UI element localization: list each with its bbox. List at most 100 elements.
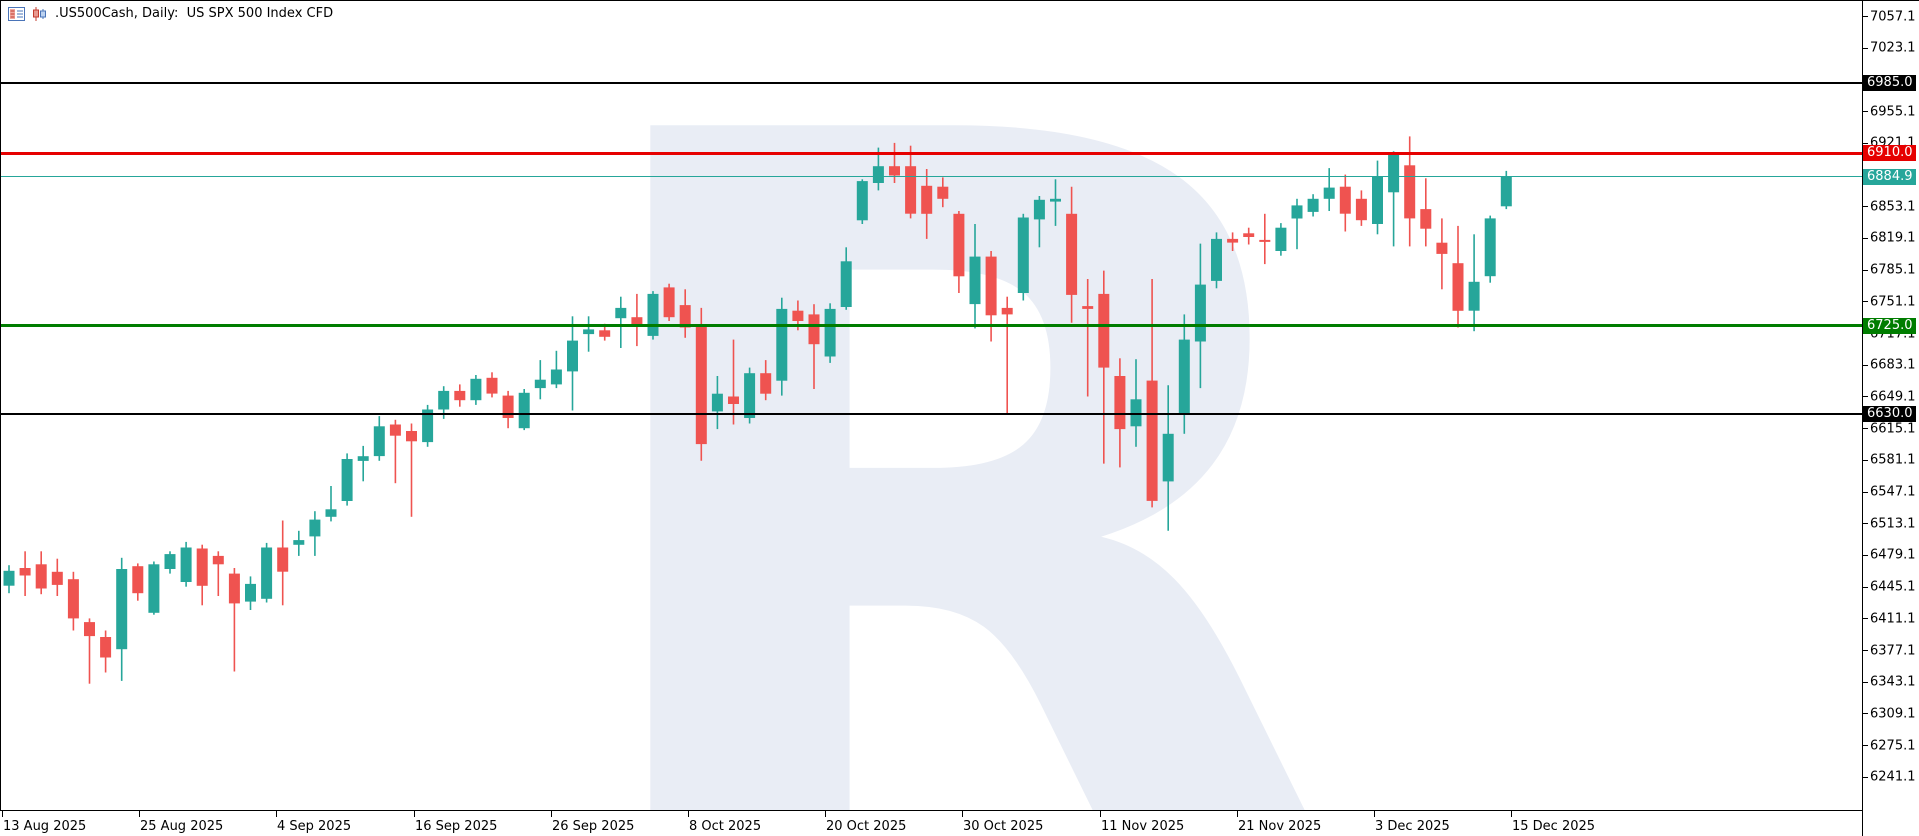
price-tick-label: 6615.1: [1870, 421, 1916, 437]
price-tick-label: 6683.1: [1870, 357, 1916, 373]
candle: [550, 350, 562, 389]
candle: [872, 147, 884, 191]
date-tick-mark: [1374, 811, 1375, 817]
price-tick-label: 6785.1: [1870, 262, 1916, 278]
candle: [1275, 223, 1287, 256]
price-tick-mark: [1863, 16, 1868, 17]
price-tick-label: 6955.1: [1870, 104, 1916, 120]
candle: [422, 404, 434, 447]
price-tick-label: 6649.1: [1870, 389, 1916, 405]
price-level-line-6630.0[interactable]: [1, 413, 1862, 416]
date-tick-label: 13 Aug 2025: [3, 819, 87, 834]
candle: [969, 224, 981, 329]
candle: [196, 544, 208, 606]
candle: [760, 360, 772, 401]
candle: [856, 179, 868, 224]
candle: [1468, 234, 1480, 332]
price-tick-mark: [1863, 554, 1868, 556]
candle: [1082, 279, 1094, 397]
candle: [1259, 213, 1271, 265]
candle: [132, 563, 144, 601]
price-tick-mark: [1863, 650, 1868, 651]
candle: [776, 297, 788, 396]
date-tick-label: 30 Oct 2025: [963, 819, 1044, 834]
price-badge: 6985.0: [1863, 75, 1916, 92]
candle: [1066, 186, 1078, 323]
price-level-line-6884.9[interactable]: [1, 176, 1862, 178]
chart-plot-area[interactable]: R: [0, 1, 1862, 811]
candle: [615, 296, 627, 348]
candle: [937, 177, 949, 208]
candle: [3, 565, 15, 594]
date-tick-mark: [1511, 811, 1512, 817]
date-tick-label: 4 Sep 2025: [277, 819, 352, 834]
price-tick-mark: [1863, 111, 1868, 113]
price-tick-label: 6751.1: [1870, 294, 1916, 310]
date-axis[interactable]: 13 Aug 2025 25 Aug 2025 4 Sep 2025 16 Sep 2…: [0, 811, 1862, 836]
candle: [1227, 232, 1239, 251]
date-tick-mark: [1100, 811, 1101, 817]
candle: [808, 304, 820, 389]
candle: [35, 551, 47, 595]
price-axis[interactable]: 6985.0 6910.0 6884.9 6725.0 6630.0 7057.1 7023…: [1862, 1, 1919, 836]
candle: [1355, 190, 1367, 226]
candle: [1307, 194, 1319, 217]
price-tick-label: 6581.1: [1870, 452, 1916, 468]
candle: [357, 445, 369, 482]
price-tick-mark: [1863, 523, 1868, 525]
candle: [1050, 179, 1061, 226]
price-level-line-6985.0[interactable]: [1, 82, 1862, 85]
date-tick-mark: [825, 811, 826, 817]
price-tick-mark: [1863, 428, 1868, 430]
candlestick-series: [3, 136, 1512, 684]
price-level-line-6725.0[interactable]: [1, 324, 1862, 328]
date-tick-mark: [2, 811, 3, 817]
candle: [325, 486, 337, 522]
price-tick-mark: [1863, 269, 1868, 271]
candle: [1130, 359, 1142, 447]
candle: [1211, 232, 1222, 289]
price-tick-mark: [1863, 396, 1868, 398]
candle: [502, 390, 514, 429]
candle: [1001, 296, 1013, 415]
candle: [277, 520, 289, 606]
price-tick-mark: [1863, 491, 1868, 493]
candle: [1291, 198, 1303, 250]
date-tick-mark: [1237, 811, 1238, 817]
date-tick-mark: [962, 811, 963, 817]
candle: [406, 423, 417, 517]
market-watch-icon[interactable]: [8, 6, 25, 21]
date-tick-label: 21 Nov 2025: [1238, 819, 1322, 834]
candle: [1194, 243, 1206, 389]
price-tick-label: 6309.1: [1870, 706, 1916, 722]
candle: [728, 339, 739, 425]
price-tick-label: 6547.1: [1870, 484, 1916, 500]
candle: [1500, 170, 1512, 210]
candle: [245, 576, 256, 610]
candle: [1420, 178, 1432, 247]
candle: [985, 251, 997, 342]
price-badge: 6910.0: [1863, 145, 1916, 162]
candle: [534, 360, 546, 400]
candle: [1178, 314, 1190, 434]
price-level-line-6910.0[interactable]: [1, 151, 1862, 155]
candle: [518, 389, 530, 431]
price-tick-label: 7057.1: [1870, 9, 1916, 24]
candle: [567, 316, 578, 411]
chart-header: .US500Cash, Daily: US SPX 500 Index CFD: [8, 6, 333, 21]
chart-title: .US500Cash, Daily: US SPX 500 Index CFD: [55, 6, 334, 21]
candle: [695, 307, 707, 461]
price-tick-label: 6411.1: [1870, 611, 1916, 627]
candle: [341, 453, 353, 506]
candlestick-chart-icon[interactable]: [32, 6, 48, 21]
price-tick-mark: [1863, 713, 1868, 715]
date-tick-label: 11 Nov 2025: [1101, 819, 1185, 834]
candle: [1436, 218, 1448, 290]
price-tick-mark: [1863, 237, 1868, 239]
price-tick-label: 6853.1: [1870, 199, 1916, 215]
candle: [1339, 174, 1351, 232]
candle: [1323, 168, 1335, 211]
price-tick-label: 6445.1: [1870, 579, 1916, 595]
price-tick-label: 6343.1: [1870, 674, 1916, 690]
broker-watermark: R: [553, 1, 1370, 811]
